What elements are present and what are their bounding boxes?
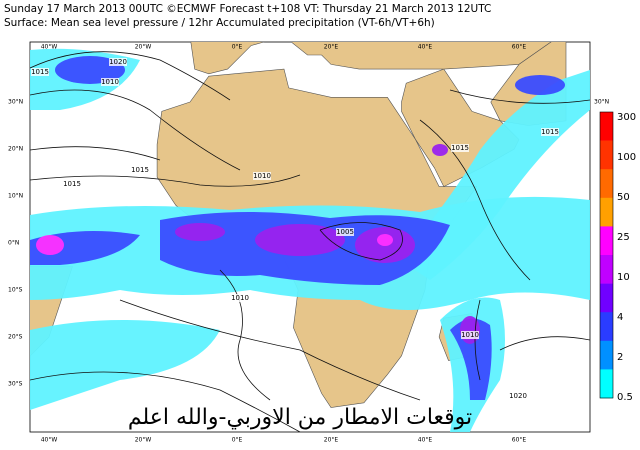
isobar [499, 336, 590, 351]
isobar-label: 1015 [451, 144, 469, 152]
lat-label: 30°N [8, 99, 23, 106]
header-line: Surface: Mean sea level pressure / 12hr … [4, 17, 435, 29]
isobar-label-bg [63, 180, 81, 188]
colorbar-segment [600, 283, 613, 313]
lat-label: 30°N [594, 99, 609, 106]
lon-label: 60°E [512, 44, 527, 51]
isobar-label-bg [101, 78, 119, 86]
isobar [319, 222, 403, 261]
colorbar-segment [600, 312, 613, 342]
isobar-label: 1020 [509, 392, 527, 400]
isobar-label-bg [461, 331, 479, 339]
isobar [30, 174, 301, 187]
lat-label: 0°N [8, 240, 19, 247]
precipitation [36, 235, 64, 255]
lon-label: 0°E [232, 437, 243, 444]
map-area: 1015 1010 1020 1015 1015 1010 1005 1010 1010 1015… [30, 42, 590, 432]
precipitation [175, 223, 225, 241]
isobar-label-bg [109, 58, 127, 66]
colorbar-segment [600, 112, 613, 141]
colorbar-label: 10 [617, 272, 630, 283]
colorbar-segment [600, 169, 613, 199]
isobar-label: 1010 [231, 294, 249, 302]
lon-label: 40°E [418, 44, 433, 51]
isobar [449, 89, 590, 104]
colorbar-segment [600, 197, 613, 227]
isobar [474, 299, 481, 381]
lon-label: 40°W [41, 44, 58, 51]
isobar-label: 1020 [109, 58, 127, 66]
lon-label: 20°E [324, 437, 339, 444]
lon-label: 40°W [41, 437, 58, 444]
isobar-label: 1005 [336, 228, 354, 236]
isobar-label: 1015 [131, 166, 149, 174]
colorbar-segment [600, 340, 613, 370]
isobar-label-bg [253, 172, 271, 180]
colorbar-segment [600, 140, 613, 170]
colorbar-segment [600, 226, 613, 256]
lon-label: 20°E [324, 44, 339, 51]
precipitation [432, 144, 448, 156]
isobar-label-bg [231, 294, 249, 302]
lon-label: 40°E [418, 437, 433, 444]
lon-label: 60°E [512, 437, 527, 444]
colorbar-label: 0.5 [617, 392, 633, 403]
colorbar: 300 100 50 25 10 4 2 0.5 [599, 111, 636, 403]
lat-label: 20°S [8, 334, 23, 341]
colorbar-label: 100 [617, 152, 636, 163]
isobar-label: 1015 [63, 180, 81, 188]
isobar [119, 299, 421, 401]
isobar-label: 1015 [541, 128, 559, 136]
isobar-label-bg [31, 68, 49, 76]
colorbar-label: 4 [617, 312, 623, 323]
lat-label: 10°N [8, 193, 23, 200]
precipitation [450, 318, 492, 400]
precipitation [255, 224, 345, 256]
header-line: Sunday 17 March 2013 00UTC ©ECMWF Foreca… [4, 3, 491, 15]
isobar [30, 51, 231, 101]
lat-label: 20°N [8, 146, 23, 153]
colorbar-segment [600, 255, 613, 284]
colorbar-segment [600, 369, 613, 399]
isobar-label-bg [131, 166, 149, 174]
lat-label: 10°S [8, 287, 23, 294]
isobar [30, 371, 301, 432]
isobar-label: 1015 [31, 68, 49, 76]
isobar [30, 146, 161, 161]
lon-label: 20°W [135, 44, 152, 51]
precipitation [515, 75, 565, 95]
lat-label: 30°S [8, 381, 23, 388]
isobar [30, 89, 241, 171]
isobar-label-bg [509, 392, 527, 400]
lon-label: 20°W [135, 437, 152, 444]
colorbar-frame [599, 111, 614, 399]
precipitation [377, 234, 393, 246]
precipitation [30, 320, 220, 410]
overlay-text: توقعات الامطار من الاوربي-والله اعلم [128, 405, 472, 430]
colorbar-label: 50 [617, 192, 630, 203]
isobar-label-bg [541, 128, 559, 136]
isobar-label-bg [336, 228, 354, 236]
isobar [219, 269, 271, 401]
lon-label: 0°E [232, 44, 243, 51]
isobar [419, 119, 531, 281]
isobar-label: 1010 [461, 331, 479, 339]
isobar-label: 1010 [101, 78, 119, 86]
colorbar-label: 300 [617, 112, 636, 123]
precipitation [460, 316, 480, 344]
isobar-label-bg [451, 144, 469, 152]
isobar-label: 1010 [253, 172, 271, 180]
precipitation [55, 56, 125, 84]
colorbar-label: 25 [617, 232, 630, 243]
colorbar-label: 2 [617, 352, 623, 363]
